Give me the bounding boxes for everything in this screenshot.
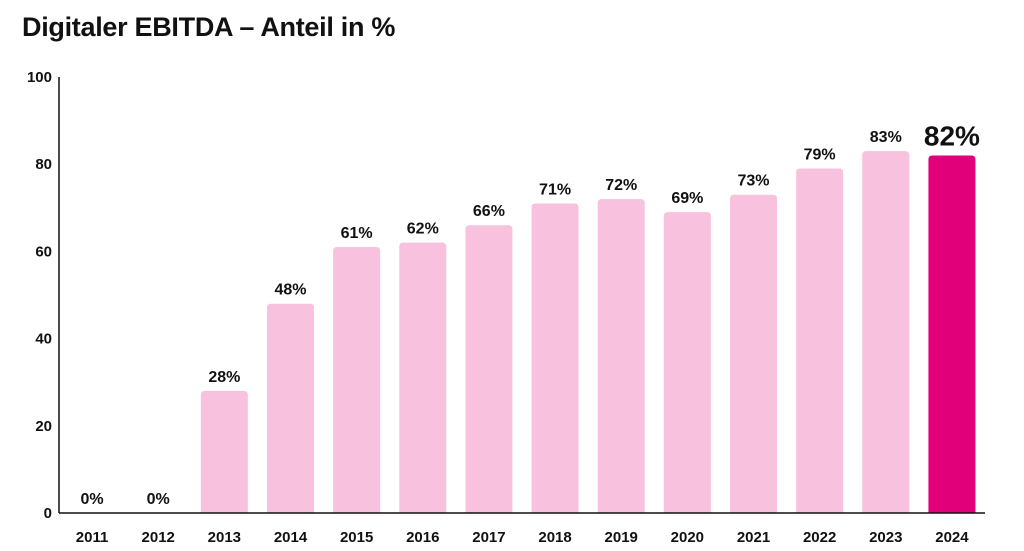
x-tick-2023: 2023 bbox=[869, 529, 902, 546]
bar-2014 bbox=[267, 303, 314, 513]
bar-2019 bbox=[597, 199, 645, 513]
x-tick-2018: 2018 bbox=[538, 529, 571, 546]
x-axis-ticks: 2011 2012 2013 2014 2015 2016 2017 2018 2019 2020… bbox=[76, 529, 969, 546]
data-labels-group: 0% 0% 28% 48% 61% 62% 66% 71% 72% 69% 73% 79% 83% 82% bbox=[81, 120, 981, 508]
data-label-2016: 62% bbox=[407, 221, 439, 238]
data-label-2017: 66% bbox=[473, 203, 505, 220]
y-tick-60: 60 bbox=[35, 243, 52, 260]
x-tick-2019: 2019 bbox=[605, 529, 638, 546]
y-tick-40: 40 bbox=[35, 331, 52, 348]
bar-2020 bbox=[663, 212, 711, 513]
y-tick-80: 80 bbox=[35, 156, 52, 173]
data-label-2014: 48% bbox=[274, 282, 306, 299]
bar-2018 bbox=[531, 203, 579, 513]
data-label-2011: 0% bbox=[81, 491, 104, 508]
data-label-2021: 73% bbox=[737, 173, 769, 190]
x-tick-2015: 2015 bbox=[340, 529, 373, 546]
x-tick-2011: 2011 bbox=[76, 529, 109, 546]
data-label-2023: 83% bbox=[870, 129, 902, 146]
x-tick-2022: 2022 bbox=[803, 529, 836, 546]
bar-2021 bbox=[730, 194, 777, 513]
data-label-2012: 0% bbox=[147, 491, 170, 508]
x-tick-2016: 2016 bbox=[406, 529, 439, 546]
y-tick-20: 20 bbox=[35, 418, 52, 435]
x-tick-2014: 2014 bbox=[274, 529, 308, 546]
data-label-2022: 79% bbox=[804, 147, 836, 164]
data-label-2015: 61% bbox=[341, 225, 373, 242]
bar-2013 bbox=[200, 390, 248, 513]
data-label-2024: 82% bbox=[924, 120, 980, 151]
bars-group bbox=[200, 151, 976, 514]
x-tick-2012: 2012 bbox=[142, 529, 175, 546]
bar-2016 bbox=[399, 242, 447, 513]
x-tick-2020: 2020 bbox=[671, 529, 704, 546]
y-tick-100: 100 bbox=[27, 69, 52, 86]
data-label-2018: 71% bbox=[539, 181, 571, 198]
bar-2022 bbox=[796, 168, 844, 513]
x-tick-2017: 2017 bbox=[472, 529, 505, 546]
data-label-2020: 69% bbox=[671, 190, 703, 207]
bar-2023 bbox=[862, 151, 910, 513]
bar-2017 bbox=[465, 225, 513, 514]
bar-2015 bbox=[333, 247, 381, 514]
y-tick-0: 0 bbox=[44, 505, 52, 522]
data-label-2013: 28% bbox=[208, 369, 240, 386]
data-label-2019: 72% bbox=[605, 177, 637, 194]
chart-title: Digitaler EBITDA – Anteil in % bbox=[22, 12, 396, 42]
x-tick-2021: 2021 bbox=[737, 529, 770, 546]
y-axis-ticks: 0 20 40 60 80 100 bbox=[27, 69, 52, 522]
x-tick-2024: 2024 bbox=[935, 529, 969, 546]
x-tick-2013: 2013 bbox=[208, 529, 241, 546]
bar-2024 bbox=[928, 155, 976, 514]
